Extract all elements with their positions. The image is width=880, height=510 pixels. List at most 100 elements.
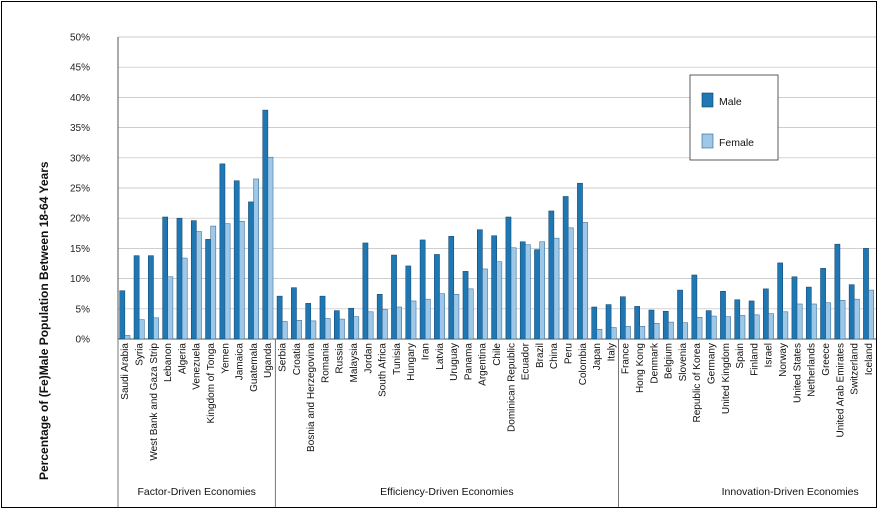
- bar-female: [410, 300, 417, 340]
- bar-female: [811, 303, 817, 340]
- x-tick-label: Saudi Arabia: [120, 343, 131, 400]
- x-tick-label: United Arab Emirates: [835, 343, 846, 438]
- bar-female: [753, 314, 760, 340]
- bar-female: [239, 220, 245, 340]
- x-tick-label: Israel: [764, 343, 775, 367]
- bar-female: [825, 302, 832, 340]
- bar-male: [419, 239, 426, 340]
- bar-female: [668, 321, 674, 340]
- bar-female: [496, 261, 503, 340]
- bar-female: [653, 323, 660, 340]
- bar-male: [605, 304, 612, 340]
- bar-female: [396, 306, 403, 340]
- bar-female: [854, 298, 860, 340]
- bar-male: [119, 290, 126, 340]
- bar-male: [548, 210, 555, 340]
- x-tick-label: Argentina: [478, 343, 489, 386]
- x-tick-label: Japan: [592, 343, 603, 370]
- x-tick-label: Finland: [749, 343, 760, 376]
- bar-male: [190, 220, 197, 340]
- bar-male: [577, 182, 583, 340]
- group-label: Innovation-Driven Economies: [722, 486, 859, 498]
- bar-female: [482, 268, 488, 340]
- bar-female: [310, 320, 317, 340]
- bar-male: [376, 294, 383, 340]
- group-label: Efficiency-Driven Economies: [380, 486, 513, 498]
- legend-female-label: Female: [719, 137, 754, 149]
- x-tick-label: Venezuela: [192, 343, 203, 390]
- bar-male: [333, 310, 340, 340]
- bar-male: [834, 243, 841, 340]
- bar-male: [748, 300, 755, 340]
- x-tick-label: United Kingdom: [721, 343, 732, 414]
- x-tick-label: Malaysia: [349, 343, 360, 383]
- bar-male: [219, 163, 226, 340]
- bar-female: [453, 294, 460, 340]
- bar-male: [434, 254, 440, 340]
- y-axis-label: Percentage of (Fe)Male Population Betwee…: [37, 161, 51, 480]
- x-tick-label: Netherlands: [807, 343, 818, 397]
- bar-male: [634, 306, 640, 340]
- bar-female: [224, 223, 231, 340]
- x-tick-label: Switzerland: [850, 343, 861, 395]
- bar-male: [562, 196, 569, 340]
- x-tick-label: Denmark: [649, 342, 660, 384]
- bar-female: [296, 320, 302, 340]
- bar-male: [148, 255, 154, 340]
- bar-female: [553, 237, 560, 340]
- bar-male: [591, 306, 598, 340]
- bar-male: [233, 180, 240, 340]
- bar-female: [782, 311, 789, 340]
- x-tick-label: Spain: [735, 343, 746, 369]
- bar-female: [138, 319, 145, 340]
- bar-female: [610, 327, 617, 340]
- x-tick-label: Yemen: [220, 343, 231, 374]
- bar-male: [791, 276, 798, 340]
- x-tick-label: West Bank and Gaza Strip: [149, 343, 160, 461]
- bar-female: [467, 288, 474, 340]
- x-tick-label: Iceland: [864, 343, 875, 375]
- legend: Male Female: [689, 74, 779, 161]
- bar-male: [505, 216, 512, 340]
- bar-male: [805, 286, 812, 340]
- y-tick-label: 5%: [76, 304, 91, 315]
- x-tick-label: Hong Kong: [635, 343, 646, 393]
- bar-female: [424, 298, 431, 340]
- bar-female: [196, 231, 202, 340]
- y-tick-label: 15%: [70, 244, 90, 255]
- x-tick-label: Latvia: [435, 343, 446, 370]
- bar-female: [510, 247, 517, 340]
- bar-female: [367, 311, 374, 340]
- y-tick-label: 25%: [70, 184, 90, 195]
- bars: [119, 109, 874, 340]
- legend-male-swatch: [701, 92, 714, 108]
- y-tick-label: 10%: [70, 274, 90, 285]
- x-tick-label: Dominican Republic: [506, 343, 517, 432]
- x-tick-label: Croatia: [292, 343, 303, 376]
- bar-female: [339, 318, 345, 340]
- bar-male: [205, 239, 211, 340]
- bar-female: [567, 227, 574, 340]
- bar-female: [868, 289, 874, 340]
- x-tick-label: Norway: [778, 343, 789, 377]
- bar-male: [291, 287, 297, 340]
- bar-male: [262, 109, 269, 340]
- legend-female-swatch: [701, 133, 714, 149]
- x-tick-label: Romania: [320, 343, 331, 383]
- x-tick-label: South Africa: [378, 343, 389, 397]
- x-tick-label: Peru: [564, 343, 575, 364]
- bar-female: [353, 316, 360, 340]
- x-tick-label: Germany: [707, 343, 718, 384]
- bar-female: [167, 276, 174, 340]
- bar-male: [133, 255, 140, 340]
- bar-female: [253, 178, 259, 340]
- y-axis-ticks: 0% 5% 10% 15% 20% 25% 30% 35% 40% 45% 50%: [70, 33, 90, 346]
- x-tick-label: Guatemala: [249, 343, 260, 392]
- x-tick-label: Panama: [463, 343, 474, 381]
- bar-male: [662, 310, 669, 340]
- bar-male: [777, 262, 783, 340]
- bar-male: [734, 299, 741, 340]
- x-tick-label: Serbia: [277, 343, 288, 372]
- x-tick-label: France: [621, 343, 632, 375]
- bar-female: [324, 318, 331, 340]
